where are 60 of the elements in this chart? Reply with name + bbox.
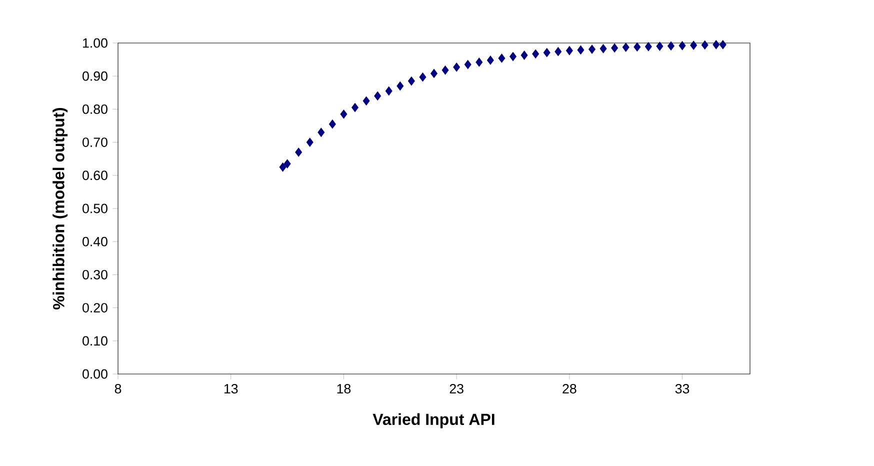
y-tick-label: 0.10: [82, 336, 108, 346]
point: [340, 110, 348, 119]
point: [656, 42, 664, 51]
point: [374, 91, 382, 100]
point: [543, 48, 550, 58]
point: [279, 162, 286, 172]
point: [464, 60, 472, 70]
point: [634, 42, 641, 52]
point: [453, 62, 460, 72]
x-tick-label: 18: [337, 384, 351, 394]
y-tick-label: 0.00: [82, 369, 108, 379]
point: [419, 72, 426, 82]
point: [486, 56, 494, 65]
y-tick-label: 0.50: [82, 204, 108, 214]
y-tick-label: 0.40: [82, 236, 108, 246]
y-tick-label: 0.30: [82, 270, 108, 280]
point: [690, 40, 698, 50]
y-tick-label: 0.90: [82, 71, 108, 81]
y-tick-label: 0.60: [82, 170, 108, 180]
y-axis-title: %inhibition (model output): [52, 108, 68, 310]
point: [396, 81, 404, 91]
point: [318, 128, 325, 137]
point: [600, 44, 607, 54]
y-tick-label: 1.00: [83, 38, 108, 48]
point: [408, 76, 415, 86]
point: [306, 138, 314, 147]
point: [385, 86, 392, 96]
point: [295, 148, 302, 157]
point: [430, 68, 438, 78]
point: [510, 52, 516, 62]
point: [520, 50, 528, 60]
x-tick-label: 13: [224, 384, 238, 394]
point: [577, 45, 584, 54]
point: [644, 42, 652, 52]
y-tick-label: 0.70: [82, 138, 108, 148]
x-tick-label: 28: [562, 384, 576, 394]
point: [362, 96, 370, 106]
point: [442, 66, 449, 75]
point: [352, 103, 358, 112]
point: [678, 41, 686, 50]
x-tick-label: 23: [450, 384, 464, 394]
x-tick-label: 8: [114, 384, 122, 394]
point: [554, 47, 562, 56]
point: [328, 120, 336, 129]
point: [566, 46, 573, 56]
point: [719, 40, 726, 50]
point: [532, 49, 540, 58]
point: [622, 42, 630, 52]
point: [701, 40, 708, 50]
point: [284, 159, 291, 168]
y-tick-label: 0.20: [82, 303, 108, 312]
y-tick-label: 0.80: [82, 104, 108, 114]
x-tick-label: 33: [675, 384, 690, 394]
point: [668, 41, 674, 51]
point: [712, 40, 720, 50]
point: [498, 54, 506, 63]
x-axis-title: Varied Input API: [372, 413, 494, 428]
point: [611, 43, 618, 52]
point: [476, 58, 483, 67]
point: [588, 44, 596, 54]
